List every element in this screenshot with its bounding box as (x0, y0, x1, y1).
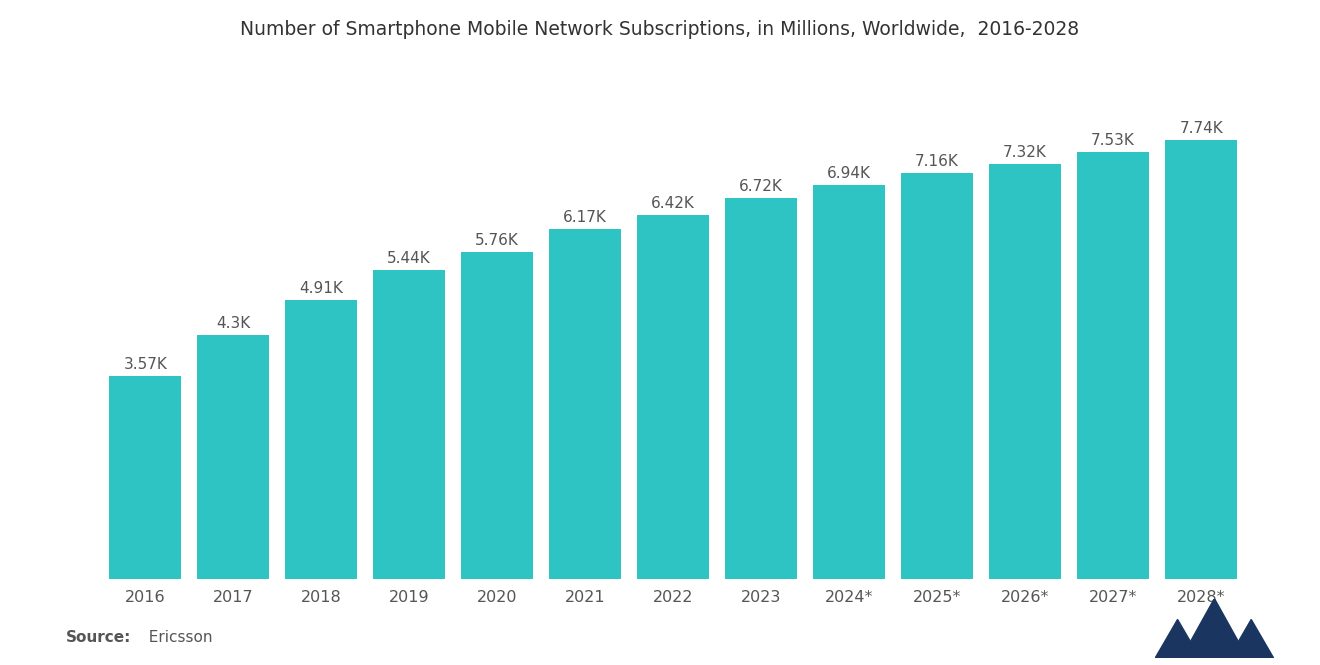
Text: 7.74K: 7.74K (1179, 121, 1224, 136)
Bar (902, 173, 973, 579)
Text: 7.16K: 7.16K (915, 154, 960, 169)
Bar (110, 376, 181, 579)
Bar (989, 164, 1061, 579)
Text: 6.94K: 6.94K (828, 166, 871, 182)
Text: 3.57K: 3.57K (123, 357, 168, 372)
Polygon shape (1155, 620, 1200, 658)
Text: 4.91K: 4.91K (300, 281, 343, 297)
Text: 6.17K: 6.17K (564, 210, 607, 225)
Text: 7.53K: 7.53K (1092, 133, 1135, 148)
Bar (725, 198, 797, 579)
Bar (1077, 152, 1150, 579)
Polygon shape (1229, 620, 1274, 658)
Text: 4.3K: 4.3K (216, 316, 251, 331)
Bar (549, 229, 622, 579)
Text: 7.32K: 7.32K (1003, 145, 1047, 160)
Polygon shape (1181, 598, 1247, 658)
Bar (197, 335, 269, 579)
Text: 5.44K: 5.44K (387, 251, 432, 266)
Bar (461, 252, 533, 579)
Text: Number of Smartphone Mobile Network Subscriptions, in Millions, Worldwide,  2016: Number of Smartphone Mobile Network Subs… (240, 20, 1080, 39)
Text: 6.72K: 6.72K (739, 179, 783, 194)
Bar (638, 215, 709, 579)
Text: Ericsson: Ericsson (139, 630, 213, 645)
Bar (285, 301, 358, 579)
Bar (374, 270, 445, 579)
Text: Source:: Source: (66, 630, 132, 645)
Bar (813, 186, 886, 579)
Text: 6.42K: 6.42K (651, 196, 696, 211)
Bar (1166, 140, 1237, 579)
Text: 5.76K: 5.76K (475, 233, 519, 248)
